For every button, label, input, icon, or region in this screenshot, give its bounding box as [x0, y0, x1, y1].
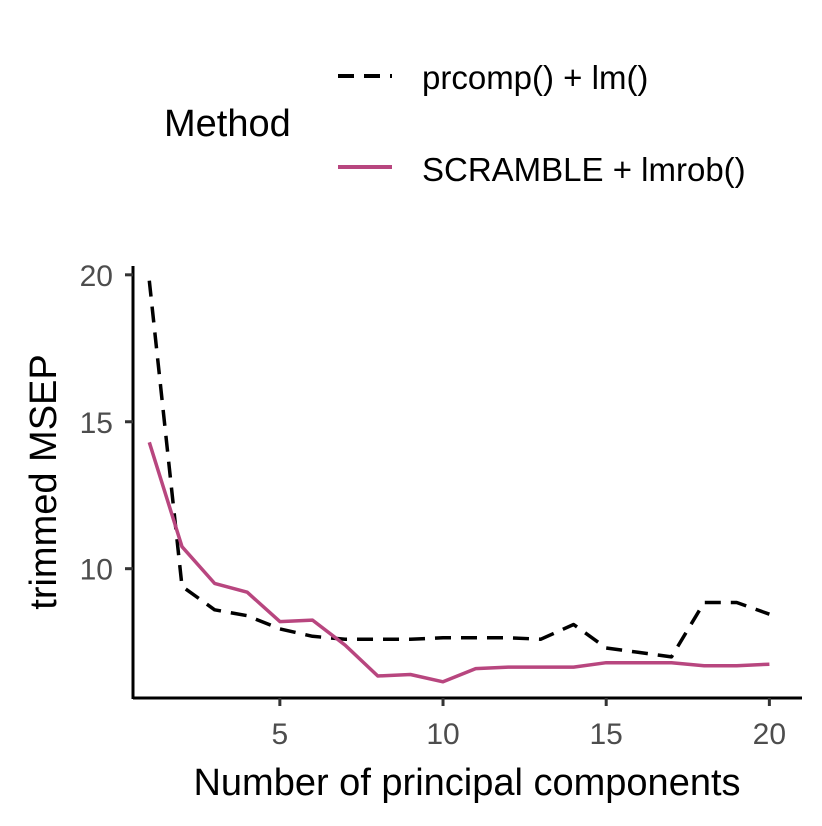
y-tick-label: 15: [80, 407, 113, 440]
series-line-scramble: [147, 441, 770, 684]
x-ticks: 5 10 15 20: [272, 698, 786, 751]
x-axis-title: Number of principal components: [193, 762, 740, 804]
y-tick-label: 20: [80, 260, 113, 293]
legend: Method prcomp() + lm() SCRAMBLE + lmrob(…: [164, 59, 746, 188]
y-ticks: 10 15 20: [80, 260, 133, 587]
x-tick-label: 10: [426, 718, 459, 751]
legend-title: Method: [164, 103, 291, 145]
y-tick-label: 10: [80, 554, 113, 587]
series-line-prcomp: [147, 280, 770, 659]
x-tick-label: 5: [272, 718, 289, 751]
legend-label-prcomp: prcomp() + lm(): [422, 59, 648, 96]
legend-label-scramble: SCRAMBLE + lmrob(): [422, 151, 746, 188]
x-tick-label: 20: [753, 718, 786, 751]
x-tick-label: 15: [590, 718, 623, 751]
y-axis-title: trimmed MSEP: [23, 354, 65, 609]
series-layer: [147, 280, 770, 684]
